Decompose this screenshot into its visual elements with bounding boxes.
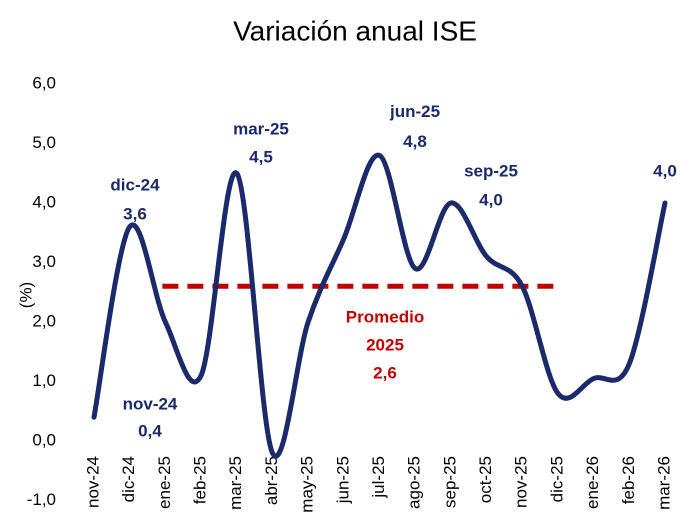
average-label: Promedio [346, 307, 424, 326]
average-value-label: 2,6 [373, 363, 397, 382]
x-tick-label: nov-24 [83, 456, 102, 508]
x-tick-label: ene-26 [583, 456, 602, 509]
line [91, 152, 668, 459]
annotation-label: mar-25 [233, 120, 289, 139]
y-tick-label: 2,0 [32, 311, 56, 330]
x-tick-label: mar-26 [654, 456, 673, 510]
x-tick-label: mar-25 [226, 456, 245, 510]
chart-title: Variación anual ISE [233, 15, 477, 46]
y-tick-label: -1,0 [27, 490, 56, 509]
annotation-label: sep-25 [464, 161, 518, 180]
annotation-label: nov-24 [123, 395, 178, 414]
y-tick-label: 0,0 [32, 430, 56, 449]
x-tick-label: oct-25 [476, 456, 495, 503]
average-label: 2025 [366, 335, 404, 354]
x-tick-label: ene-25 [155, 456, 174, 509]
x-tick-label: dic-24 [119, 456, 138, 502]
x-tick-label: dic-25 [547, 456, 566, 502]
data-label: 4,5 [249, 148, 273, 167]
y-axis-label: (%) [16, 282, 35, 308]
annotation-label: jun-25 [389, 102, 440, 121]
x-tick-label: ago-25 [405, 456, 424, 509]
y-tick-label: 1,0 [32, 371, 56, 390]
annotation-label: dic-24 [110, 175, 160, 194]
x-tick-label: may-25 [298, 456, 317, 513]
x-tick-label: abr-25 [262, 456, 281, 505]
y-tick-label: 4,0 [32, 192, 56, 211]
x-tick-label: nov-25 [512, 456, 531, 508]
data-label: 0,4 [138, 422, 162, 441]
x-tick-label: jun-25 [333, 456, 352, 504]
y-tick-label: 5,0 [32, 133, 56, 152]
data-label: 3,6 [123, 204, 147, 223]
data-label: 4,8 [403, 132, 427, 151]
x-tick-label: feb-26 [619, 456, 638, 504]
data-label: 4,0 [653, 161, 677, 180]
x-tick-label: sep-25 [440, 456, 459, 508]
x-tick-label: feb-25 [191, 456, 210, 504]
x-tick-label: jul-25 [369, 456, 388, 499]
y-tick-label: 6,0 [32, 73, 56, 92]
y-tick-label: 3,0 [32, 252, 56, 271]
data-label: 4,0 [479, 190, 503, 209]
